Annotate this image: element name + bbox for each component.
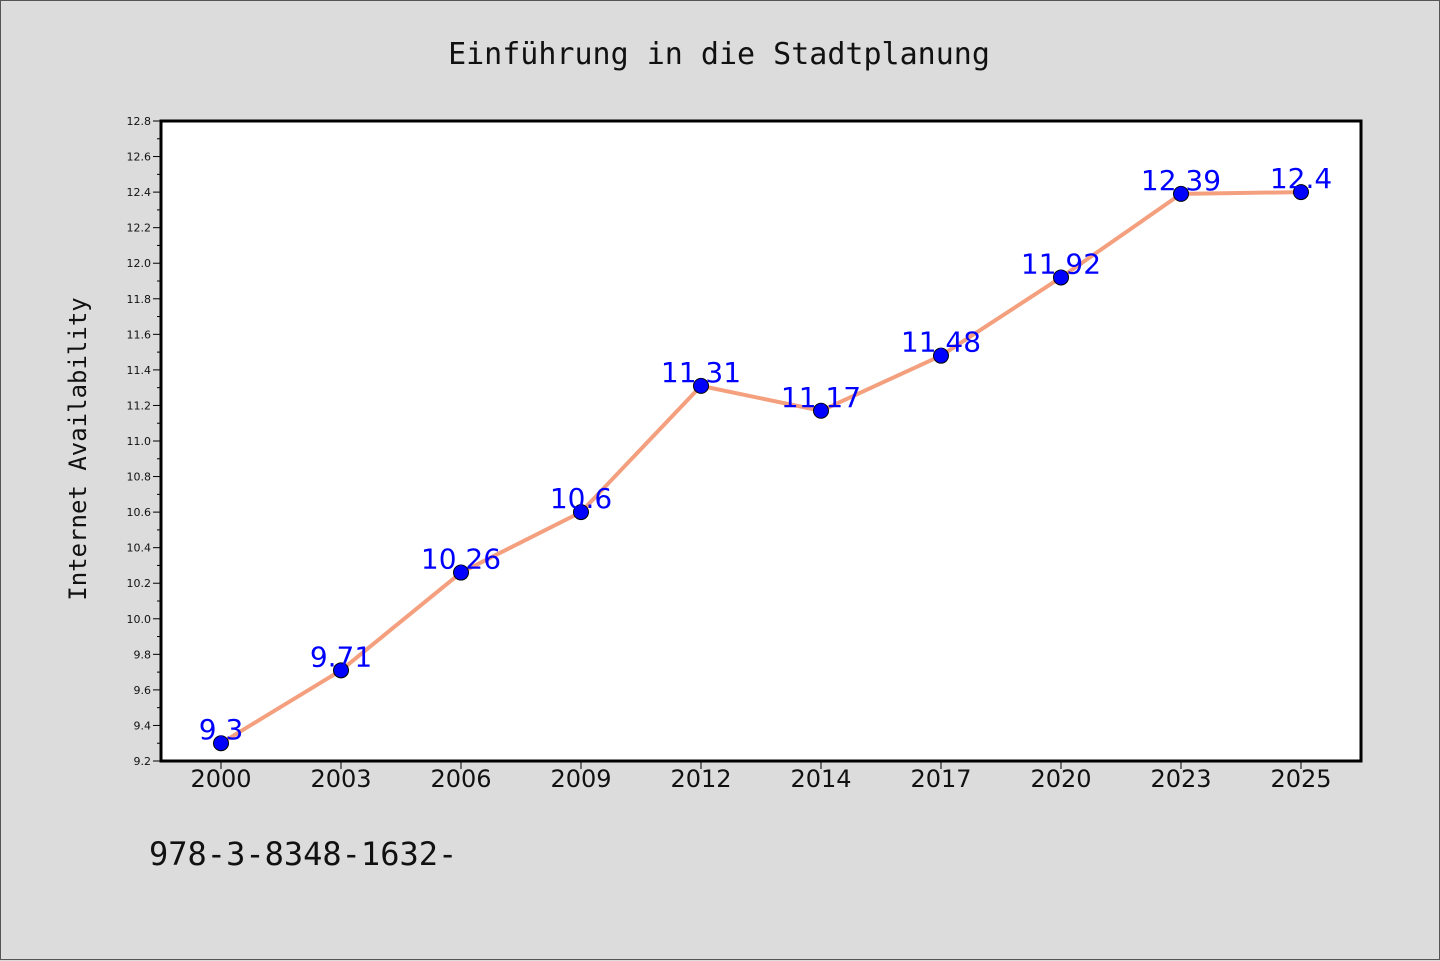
data-label: 11.92 <box>1021 247 1101 280</box>
y-tick-label: 9.2 <box>134 755 152 768</box>
data-label: 11.17 <box>781 381 861 414</box>
y-tick-label: 9.4 <box>134 719 152 732</box>
y-tick-label: 12.4 <box>127 186 152 199</box>
data-label: 11.48 <box>901 326 981 359</box>
y-axis-ticks: 9.2 9.4 9.6 9.8 10.0 10.2 10.4 10.6 10.8 11.0 11.2… <box>127 115 161 768</box>
data-label: 9.3 <box>199 713 244 746</box>
x-tick-label: 2014 <box>790 765 851 793</box>
series-line <box>219 190 1302 745</box>
y-tick-label: 9.6 <box>134 684 152 697</box>
x-tick-label: 2006 <box>430 765 491 793</box>
x-tick-label: 2025 <box>1270 765 1331 793</box>
y-tick-label: 12.6 <box>127 151 152 164</box>
y-tick-label: 10.4 <box>127 542 152 555</box>
y-tick-label: 12.0 <box>127 257 152 270</box>
data-point <box>933 347 949 364</box>
y-tick-label: 11.8 <box>127 293 152 306</box>
data-label: 12.4 <box>1270 162 1332 195</box>
y-tick-label: 11.6 <box>127 328 152 341</box>
x-tick-label: 2020 <box>1030 765 1091 793</box>
x-tick-label: 2000 <box>190 765 251 793</box>
x-tick-label: 2023 <box>1150 765 1211 793</box>
data-point <box>453 564 469 581</box>
x-tick-label: 2003 <box>310 765 371 793</box>
y-tick-label: 10.8 <box>127 471 152 484</box>
y-tick-label: 12.8 <box>127 115 152 128</box>
y-tick-label: 10.0 <box>127 613 152 626</box>
data-label: 10.26 <box>421 543 501 576</box>
y-tick-label: 9.8 <box>134 648 152 661</box>
x-tick-label: 2012 <box>670 765 731 793</box>
y-tick-label: 11.0 <box>127 435 152 448</box>
isbn-code: 978-3-8348-1632- <box>149 835 457 873</box>
y-axis-label: Internet Availability <box>64 297 92 600</box>
y-tick-label: 11.4 <box>127 364 152 377</box>
chart-title: Einführung in die Stadtplanung <box>448 37 990 72</box>
y-tick-label: 10.2 <box>127 577 152 590</box>
data-point <box>1053 269 1069 286</box>
y-tick-label: 12.2 <box>127 222 152 235</box>
data-point <box>333 662 349 679</box>
data-point <box>813 402 829 419</box>
data-label: 10.6 <box>550 482 612 515</box>
data-label: 11.31 <box>661 356 741 389</box>
data-point <box>1293 184 1309 201</box>
data-point <box>693 377 709 394</box>
y-tick-label: 10.6 <box>127 506 152 519</box>
data-label: 12.39 <box>1141 164 1221 197</box>
data-label: 9.71 <box>310 640 372 673</box>
x-tick-label: 2009 <box>550 765 611 793</box>
data-label-group: 9.3 9.71 10.26 10.6 11.31 11.17 11.48 11.92 12.3… <box>199 162 1332 746</box>
series-line-group <box>213 184 1309 752</box>
data-point <box>213 735 229 752</box>
x-axis-ticks: 2000 2003 2006 2009 2012 2014 2017 2020 2023 2025 <box>190 761 1332 793</box>
data-point <box>1173 185 1189 202</box>
data-point <box>573 504 589 521</box>
y-tick-label: 11.2 <box>127 399 152 412</box>
x-tick-label: 2017 <box>910 765 971 793</box>
